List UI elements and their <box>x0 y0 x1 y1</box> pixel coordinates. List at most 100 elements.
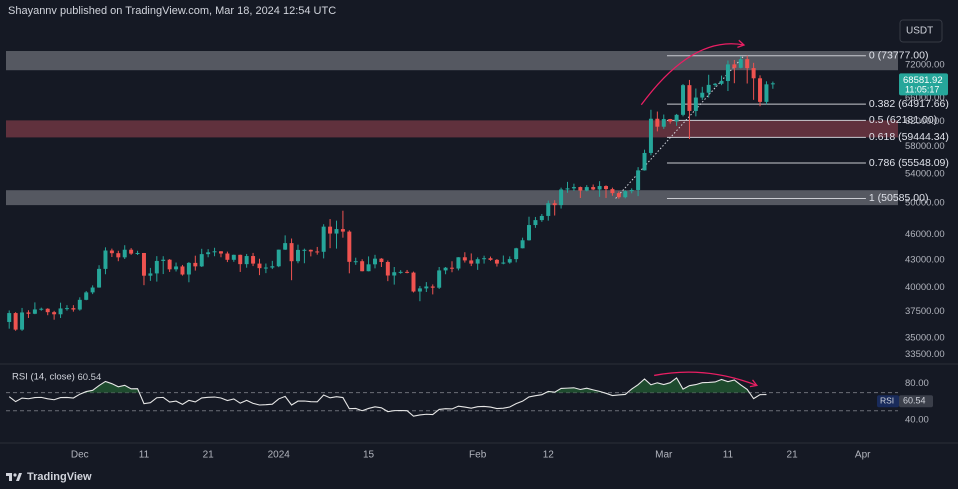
price-divergence-arrow <box>640 43 745 106</box>
candle <box>591 184 596 191</box>
candle-body <box>482 258 487 260</box>
candle-body <box>180 266 185 275</box>
candle-body <box>494 259 499 264</box>
candle <box>417 286 422 302</box>
candle-body <box>174 266 179 270</box>
candle-body <box>193 262 198 267</box>
candle-body <box>315 251 320 253</box>
tradingview-brand[interactable]: TradingView <box>6 469 92 485</box>
candles <box>7 55 775 331</box>
currency-box[interactable] <box>899 19 943 43</box>
candle-body <box>385 262 390 276</box>
candle <box>206 249 211 258</box>
candle-body <box>629 189 634 192</box>
candle <box>315 246 320 255</box>
last-price-tag <box>899 73 948 96</box>
fib-level-label: 0.786 (55548.09) <box>869 157 949 169</box>
candle-body <box>623 191 628 198</box>
rsi-legend-value: 60.54 <box>77 372 101 383</box>
candle <box>180 264 185 276</box>
price-divergence-arrow-head <box>737 39 746 48</box>
candle-body <box>7 313 12 322</box>
price-tick-label: 35000.00 <box>905 332 945 343</box>
candle <box>546 200 551 221</box>
candle-body <box>270 266 275 268</box>
candle <box>469 253 474 267</box>
candle <box>26 310 31 318</box>
time-tick-label: Dec <box>71 450 89 461</box>
candle-body <box>597 186 602 190</box>
time-tick-label: 2024 <box>268 450 291 461</box>
candle-body <box>90 287 95 293</box>
fib-level-label: 0.382 (64917.66) <box>869 98 949 110</box>
candle-body <box>648 118 653 153</box>
candle-body <box>308 249 313 252</box>
candle <box>334 220 339 249</box>
candle <box>347 230 352 274</box>
candle <box>597 181 602 197</box>
candle <box>276 249 281 268</box>
candle <box>552 200 557 216</box>
candle-body <box>251 256 256 264</box>
candle <box>398 270 403 274</box>
candle-body <box>392 272 397 276</box>
candle-body <box>238 254 243 265</box>
candle <box>225 251 230 263</box>
time-tick-label: 12 <box>543 450 555 461</box>
candle <box>661 114 666 129</box>
candle <box>770 81 775 89</box>
candle <box>353 257 358 265</box>
candle <box>174 262 179 272</box>
candle <box>251 252 256 267</box>
candle <box>263 263 268 274</box>
candle <box>295 244 300 264</box>
candle-body <box>437 270 442 288</box>
price-tick-label: 62000.00 <box>905 116 945 127</box>
candle <box>77 297 82 311</box>
candle <box>443 266 448 275</box>
candle <box>199 248 204 267</box>
candle <box>392 266 397 285</box>
candle-body <box>26 312 31 314</box>
rsi-name-tag <box>877 395 899 408</box>
candle-body <box>405 271 410 273</box>
candle <box>578 186 583 198</box>
candle-body <box>379 258 384 263</box>
candle <box>212 247 217 257</box>
rsi-name-tag-text: RSI <box>880 395 894 405</box>
candle-body <box>109 250 114 254</box>
candle-body <box>571 187 576 189</box>
candle <box>379 258 384 267</box>
candle-body <box>539 215 544 221</box>
candle <box>527 216 531 241</box>
candle <box>385 260 390 282</box>
rsi-panel: RSI (14, close) 60.54 80.00 40.00 RSI 60.54 <box>0 363 958 425</box>
candle <box>64 305 69 311</box>
fib-level-label: 0 (73777.00) <box>869 49 929 61</box>
candle <box>360 259 365 272</box>
candle-body <box>668 119 673 122</box>
candle <box>751 62 756 100</box>
candle <box>501 255 506 265</box>
rsi-value-tag <box>899 395 933 408</box>
candle-body <box>225 253 230 260</box>
candle-body <box>366 264 371 272</box>
candle <box>129 248 134 255</box>
candle-body <box>533 220 538 226</box>
rsi-overbought-fill <box>84 381 140 393</box>
price-zones <box>6 51 898 206</box>
candle <box>238 254 243 272</box>
candle-body <box>360 261 365 272</box>
candle <box>90 285 95 295</box>
zone-fib-golden-zone <box>6 120 898 138</box>
candle <box>231 254 236 262</box>
candle-body <box>161 259 166 261</box>
candle-body <box>141 253 146 276</box>
time-tick-label: 21 <box>203 450 215 461</box>
fib-level-label: 0.5 (62181.00) <box>869 114 937 126</box>
candle-body <box>231 254 236 260</box>
candle-body <box>373 258 377 265</box>
candle-body <box>103 250 108 269</box>
candle <box>366 256 371 272</box>
